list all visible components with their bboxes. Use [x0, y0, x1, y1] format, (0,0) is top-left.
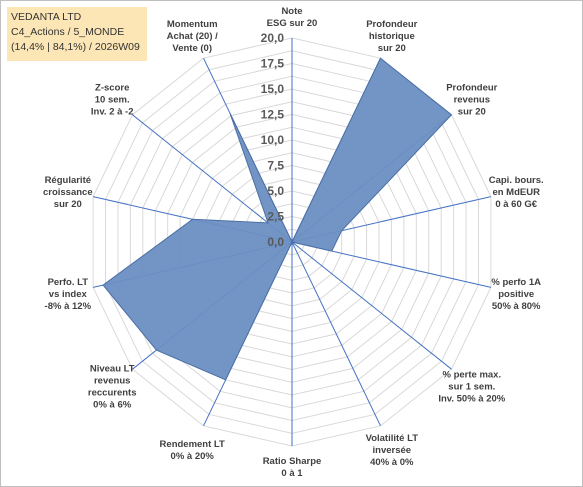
- axis-label-line: Capi. bours.: [489, 175, 544, 186]
- axis-label: Perfo. LT vs index -8% à 12%: [45, 277, 92, 312]
- axis-spoke: [291, 241, 452, 370]
- axis-label-line: sur 1 sem.: [448, 381, 495, 392]
- axis-label: Profondeur revenus sur 20: [446, 83, 497, 118]
- axis-label-line: ESG sur 20: [267, 18, 318, 29]
- tick-label: 12,5: [261, 108, 285, 122]
- axis-label-line: sur 20: [54, 199, 82, 210]
- axis-label-line: 0 à 1: [281, 468, 303, 479]
- axis-label-line: Rendement LT: [160, 439, 225, 450]
- axis-label-line: Momentum: [167, 19, 218, 30]
- axis-label-line: croissance: [43, 187, 93, 198]
- axis-label-line: reccurents: [88, 387, 137, 398]
- axis-label-line: historique: [369, 31, 415, 42]
- stats-label: (14,4% | 84,1%) / 2026W09: [11, 41, 140, 53]
- axis-label-line: Volatilité LT: [366, 433, 419, 444]
- axis-label: Volatilité LT inversée 40% à 0%: [366, 433, 419, 468]
- axis-label-line: Régularité: [45, 175, 91, 186]
- axis-label: Momentum Achat (20) / Vente (0): [167, 19, 219, 54]
- tick-label: 2,5: [267, 210, 284, 224]
- axis-label-line: Vente (0): [172, 43, 212, 54]
- axis-label-line: vs index: [49, 289, 88, 300]
- axis-label-line: inversée: [373, 445, 412, 456]
- axis-label-line: Achat (20) /: [167, 31, 219, 42]
- axis-label-line: Inv. 50% à 20%: [438, 393, 505, 404]
- axis-label-line: 10 sem.: [95, 95, 130, 106]
- axis-spoke: [132, 114, 293, 243]
- axis-label-line: 50% à 80%: [492, 301, 541, 312]
- axis-label: Régularité croissance sur 20: [43, 175, 93, 210]
- axis-label-line: % perte max.: [442, 369, 501, 380]
- category-label: C4_Actions / 5_MONDE: [11, 26, 125, 38]
- axis-label-line: 40% à 0%: [370, 457, 414, 468]
- axis-label-line: Inv. 2 à -2: [91, 107, 134, 118]
- axis-label-line: en MdEUR: [492, 187, 540, 198]
- axis-label: Rendement LT 0% à 20%: [160, 439, 225, 462]
- axis-label: Capi. bours. en MdEUR 0 à 60 G€: [489, 175, 544, 210]
- axis-label: % perte max. sur 1 sem. Inv. 50% à 20%: [438, 369, 505, 404]
- axis-label-line: positive: [498, 289, 534, 300]
- tick-label: 20,0: [261, 31, 285, 45]
- axis-spoke: [291, 241, 381, 427]
- axis-label-line: -8% à 12%: [45, 301, 92, 312]
- axis-label-line: Ratio Sharpe: [263, 456, 322, 467]
- axis-label-line: 0 à 60 G€: [495, 199, 537, 210]
- axis-label-line: Note: [281, 6, 302, 17]
- tick-label: 7,5: [267, 159, 284, 173]
- tick-label: 5,0: [267, 184, 284, 198]
- axis-label-line: Niveau LT: [90, 363, 135, 374]
- company-name: VEDANTA LTD: [11, 11, 82, 23]
- title-box: VEDANTA LTD C4_Actions / 5_MONDE (14,4% …: [7, 7, 147, 61]
- axis-label: Z-score 10 sem. Inv. 2 à -2: [91, 83, 134, 118]
- tick-label: 10,0: [261, 133, 285, 147]
- axis-label-line: Z-score: [95, 83, 129, 94]
- axis-label-line: Perfo. LT: [48, 277, 89, 288]
- axis-label: Niveau LT revenus reccurents 0% à 6%: [88, 363, 137, 410]
- axis-label: Note ESG sur 20: [267, 6, 318, 29]
- tick-label: 17,5: [261, 57, 285, 71]
- axis-label-line: sur 20: [378, 43, 406, 54]
- axis-label-line: 0% à 20%: [171, 451, 215, 462]
- axis-label: Ratio Sharpe 0 à 1: [263, 456, 322, 479]
- axis-label-line: Profondeur: [446, 83, 497, 94]
- axis-label: Profondeur historique sur 20: [366, 19, 417, 54]
- tick-label: 0,0: [267, 235, 284, 249]
- axis-label-line: % perfo 1A: [491, 277, 541, 288]
- axis-label: % perfo 1A positive 50% à 80%: [491, 277, 541, 312]
- axis-label-line: revenus: [94, 375, 130, 386]
- axis-label-line: 0% à 6%: [93, 399, 132, 410]
- axis-label-line: revenus: [454, 95, 490, 106]
- tick-label: 15,0: [261, 82, 285, 96]
- axis-label-line: sur 20: [458, 107, 486, 118]
- axis-label-line: Profondeur: [366, 19, 417, 30]
